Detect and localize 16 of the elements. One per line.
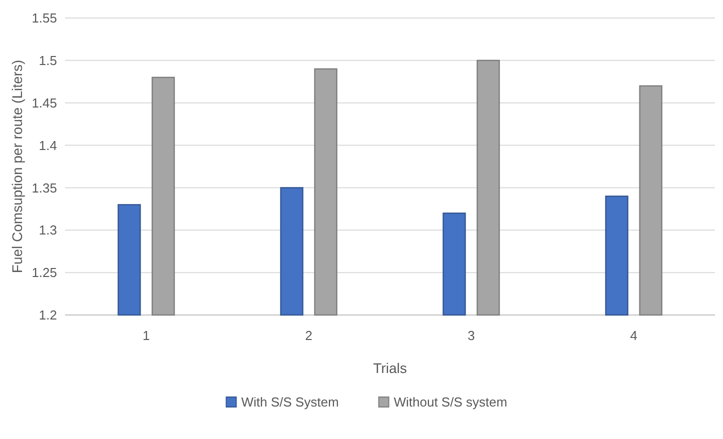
y-tick-label: 1.5 (38, 52, 57, 68)
x-tick-label: 4 (630, 328, 638, 343)
y-tick-label: 1.3 (38, 222, 57, 238)
x-tick-label: 3 (468, 328, 475, 343)
y-tick-label: 1.45 (32, 95, 57, 110)
y-tick-label: 1.2 (38, 308, 57, 323)
y-tick-label: 1.25 (32, 265, 57, 280)
y-axis-title: Fuel Comsuption per route (Liters) (9, 60, 25, 274)
legend-label: With S/S System (241, 394, 339, 410)
x-tick-label: 1 (142, 328, 150, 343)
x-axis-title: Trials (373, 360, 407, 376)
y-tick-label: 1.4 (38, 138, 57, 153)
y-tick-label: 1.55 (32, 10, 57, 26)
y-tick-label: 1.35 (32, 180, 57, 196)
x-tick-label: 2 (305, 328, 312, 343)
legend-label: Without S/S system (394, 394, 508, 410)
